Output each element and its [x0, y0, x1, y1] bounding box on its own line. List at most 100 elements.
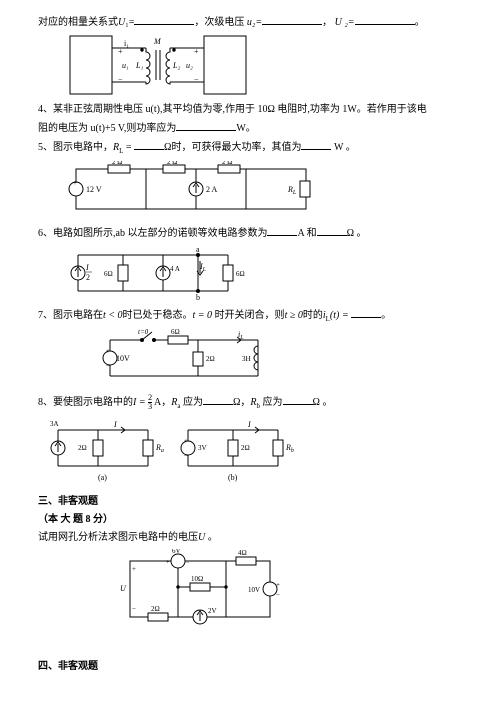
q6-line: 6、电路如图所示,ab 以左部分的诺顿等效电路参数为 A 和 Ω 。 [38, 225, 462, 241]
sec3-sub: （本 大 题 8 分） [38, 512, 462, 527]
q7-t0: t = 0 [193, 310, 213, 321]
q8-unit1: Ω， [233, 397, 250, 408]
fs3-r4: 4Ω [238, 549, 247, 557]
fs3-U: U [120, 584, 127, 593]
fig-t-plus1: + [118, 47, 123, 56]
fig7-iL: iL [238, 330, 244, 341]
q6-mid: A 和 [297, 228, 316, 239]
q6-blank1 [267, 225, 297, 236]
q4-text2: 阻的电压为 u(t)+5 V,则功率应为 [38, 123, 176, 134]
q7-iLt: (t) = [330, 310, 351, 321]
q8-unit2: Ω 。 [313, 397, 333, 408]
q7-line: 7、图示电路在t < 0时已处于稳态。t = 0 时开关闭合，则t ≥ 0时的i… [38, 307, 462, 325]
q8-text1: 8、要使图示电路中的 [38, 397, 133, 408]
fig8-alabel: (a) [98, 473, 107, 482]
sec3-title: 三、非客观题 [38, 494, 462, 509]
q3-u2: u₂= [247, 17, 262, 28]
fs3-um: − [132, 605, 136, 613]
fig6-I2d: 2 [86, 273, 90, 282]
fig-sec3: 6V + − 4Ω 10Ω 2Ω 2V + − 10V U + − [118, 549, 462, 627]
fig5-minus: − [73, 192, 77, 200]
q4-line2: 阻的电压为 u(t)+5 V,则功率应为 W。 [38, 120, 462, 136]
fig5: + − 12 V 2 Ω 2 Ω 2 Ω 2 A RL [68, 161, 462, 219]
fig6-a: a [196, 245, 200, 254]
fig7-minus: − [106, 362, 110, 370]
sec3-text: 试用网孔分析法求图示电路中的电压U 。 [38, 530, 462, 545]
fs3-pv: + [276, 581, 280, 589]
q5-unit1: Ω时，可获得最大功率，其值为 [164, 142, 301, 153]
q3-end: 。 [415, 17, 425, 28]
q5-text1: 5、图示电路中， [38, 142, 113, 153]
fig8-plus: + [184, 437, 188, 445]
fig8-Ia: I [113, 420, 117, 429]
fig7-t0: t=0 [138, 328, 149, 336]
q4-unit: W。 [236, 123, 255, 134]
fig5-plus: + [73, 179, 77, 187]
q8-Aunit: A， [152, 397, 171, 408]
fig-t-plus2: + [194, 47, 199, 56]
q7-text4: 时的 [303, 310, 323, 321]
fig-t-minus2: − [194, 75, 199, 84]
q3-blank3 [355, 14, 415, 25]
fig6-b: b [196, 293, 200, 301]
q8-mid1: 应为 [180, 397, 203, 408]
fig5-i2a: 2 A [206, 185, 218, 194]
fig8-r2a: 2Ω [78, 444, 87, 452]
fig8-Ib: I [247, 420, 251, 429]
fig7-L3: 3H [242, 355, 251, 363]
fig6-i4: 4 A [170, 265, 180, 273]
q5-line: 5、图示电路中，RL = Ω时，可获得最大功率，其值为 W 。 [38, 139, 462, 157]
q3-blank1 [134, 14, 194, 25]
fig8-r2b: 2Ω [241, 444, 250, 452]
fs3-up: + [132, 565, 136, 573]
q3-tail: 对应的相量关系式U₁=，次级电压 u₂=， U ₂=。 [38, 14, 462, 30]
fig-t-u2: u₂ [186, 61, 193, 70]
fig7-r2: 2Ω [206, 355, 215, 363]
sec4-title: 四、非客观题 [38, 659, 462, 674]
fig-t-L2: L₂ [172, 61, 180, 70]
q7-tge: t ≥ 0 [285, 310, 303, 321]
fig6-I2: I [85, 263, 89, 272]
q6-text1: 6、电路如图所示,ab 以左部分的诺顿等效电路参数为 [38, 228, 267, 239]
fig8-i3a: 3A [50, 420, 59, 428]
q7-text3: 时开关闭合，则 [212, 310, 285, 321]
fig8-v3: 3V [198, 444, 207, 452]
q4-line1: 4、某非正弦周期性电压 u(t),其平均值为零,作用于 10Ω 电阻时,功率为 … [38, 102, 462, 117]
q4-blank [176, 120, 236, 131]
fig8-Rb: Rb [285, 443, 294, 454]
q3-pre: 对应的相量关系式 [38, 17, 118, 28]
q3-u3: U ₂= [335, 17, 355, 28]
fig8-minus: − [184, 452, 188, 460]
fig6-r6b: 6Ω [236, 270, 245, 278]
fs3-v6: 6V [172, 549, 181, 555]
fig-t-u1: u₁ [122, 61, 129, 70]
fig-t-i1: i₁ [124, 39, 129, 48]
fig5-RL: RL [287, 185, 297, 196]
fig7-v10: 10V [116, 354, 130, 363]
q7-text2: 时已处于稳态。 [123, 310, 193, 321]
q7-end: 。 [381, 310, 391, 321]
fig-transformer: i₁ M + − u₁ L₁ L₂ u₂ + − [68, 34, 462, 96]
fig6-r6: 6Ω [104, 270, 113, 278]
q5-blank2 [301, 139, 331, 150]
fs3-i2: 2V [208, 607, 217, 615]
fig8: 3A I 2Ω Ra (a) + − 3V I 2Ω Rb (b) [48, 416, 462, 488]
q3-eq: ₁= [125, 17, 134, 28]
q3-mid2: ， [322, 17, 332, 28]
sec3-body: 试用网孔分析法求图示电路中的电压 [38, 532, 198, 543]
fig7: t=0 6Ω iL + − 10V 2Ω 3H [98, 328, 462, 388]
fig5-v12: 12 V [86, 185, 102, 194]
fig-t-M: M [153, 37, 162, 46]
fig-t-minus1: − [118, 75, 123, 84]
q6-end: Ω 。 [347, 228, 367, 239]
q7-text1: 7、图示电路在 [38, 310, 103, 321]
fig7-plus: + [106, 347, 110, 355]
fs3-r2: 2Ω [151, 605, 160, 613]
fs3-r10: 10Ω [191, 575, 203, 583]
q6-blank2 [317, 225, 347, 236]
q8-Ieq: I = [133, 397, 148, 408]
fig8-blabel: (b) [228, 473, 238, 482]
fig5-r2a: 2 Ω [112, 161, 122, 166]
q8-blank2 [283, 394, 313, 405]
fs3-mv: − [276, 591, 280, 599]
